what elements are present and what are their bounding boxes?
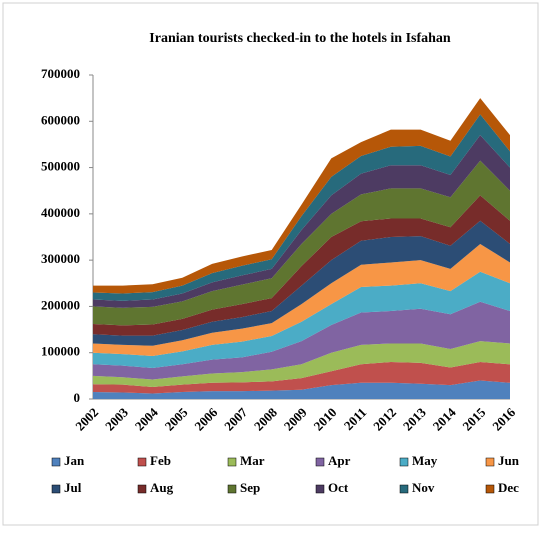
area (93, 271, 510, 368)
area (93, 98, 510, 294)
legend-swatch (137, 484, 147, 494)
legend-swatch (51, 457, 61, 467)
y-tick-label: 500000 (41, 159, 80, 174)
chart-title: Iranian tourists checked-in to the hotel… (149, 31, 451, 46)
legend-label: Sep (240, 480, 260, 495)
legend-swatch (227, 457, 237, 467)
legend-label: Mar (240, 453, 265, 468)
legend-label: Feb (150, 453, 171, 468)
area (93, 135, 510, 308)
y-tick-label: 0 (74, 390, 81, 405)
y-tick-label: 100000 (41, 344, 80, 359)
legend-swatch (399, 457, 409, 467)
area (93, 220, 510, 346)
area (93, 160, 510, 326)
y-tick-label: 600000 (41, 112, 80, 127)
area (93, 195, 510, 336)
legend-label: Oct (328, 480, 349, 495)
area (93, 341, 510, 387)
legend-label: May (412, 453, 438, 468)
legend-swatch (399, 484, 409, 494)
legend-swatch (137, 457, 147, 467)
legend-swatch (51, 484, 61, 494)
area (93, 243, 510, 356)
legend-swatch (227, 484, 237, 494)
legend-label: Nov (412, 480, 435, 495)
legend-swatch (485, 484, 495, 494)
area (93, 114, 510, 301)
legend-label: Jan (64, 453, 85, 468)
legend-label: Apr (328, 453, 351, 468)
y-tick-label: 400000 (41, 205, 80, 220)
legend-label: Dec (498, 480, 519, 495)
legend-label: Aug (150, 480, 174, 495)
legend-label: Jul (64, 480, 82, 495)
y-tick-label: 200000 (41, 297, 80, 312)
legend-label: Jun (498, 453, 520, 468)
legend-swatch (315, 484, 325, 494)
area (93, 301, 510, 380)
area (93, 361, 510, 394)
y-tick-label: 300000 (41, 251, 80, 266)
legend-swatch (485, 457, 495, 467)
y-tick-label: 700000 (41, 66, 80, 81)
legend-swatch (315, 457, 325, 467)
